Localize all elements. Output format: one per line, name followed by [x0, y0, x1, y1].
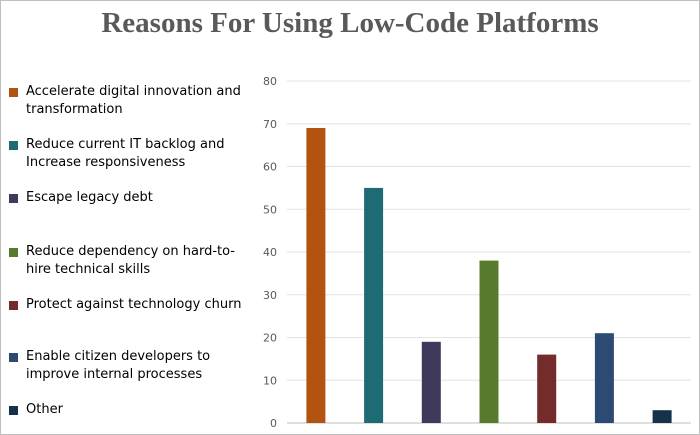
y-tick-label-70: 70: [263, 118, 277, 131]
y-tick-label-20: 20: [263, 332, 277, 345]
chart-title: Reasons For Using Low-Code Platforms: [101, 7, 599, 39]
y-tick-label-30: 30: [263, 289, 277, 302]
legend-item-technical-skills: Reduce dependency on hard-to-hire techni…: [9, 243, 254, 279]
legend-label-technology-churn: Protect against technology churn: [26, 297, 242, 312]
bar-1: [306, 128, 326, 423]
y-tick-label-0: 0: [270, 417, 277, 430]
bar-6: [594, 333, 614, 423]
legend-swatch-technical-skills: [9, 248, 18, 257]
legend-label-accelerate: Accelerate digital innovation and transf…: [26, 84, 241, 117]
legend-item-citizen-developers: Enable citizen developers to improve int…: [9, 348, 254, 384]
legend-label-other: Other: [26, 402, 63, 417]
bar-7: [652, 410, 672, 423]
y-tick-label-10: 10: [263, 374, 277, 387]
bar-2: [364, 187, 384, 423]
legend-item-other: Other: [9, 401, 254, 419]
legend-swatch-other: [9, 406, 18, 415]
legend-swatch-it-backlog: [9, 141, 18, 150]
legend-label-legacy-debt: Escape legacy debt: [26, 190, 153, 205]
y-tick-label-80: 80: [263, 75, 277, 88]
y-tick-label-60: 60: [263, 161, 277, 174]
bar-4: [479, 260, 499, 423]
legend-label-technical-skills: Reduce dependency on hard-to-hire techni…: [26, 244, 235, 277]
legend-label-it-backlog: Reduce current IT backlog and Increase r…: [26, 137, 225, 170]
legend-swatch-technology-churn: [9, 301, 18, 310]
bar-3: [421, 341, 441, 423]
bar-5: [537, 354, 557, 423]
legend-item-technology-churn: Protect against technology churn: [9, 296, 254, 314]
legend-item-it-backlog: Reduce current IT backlog and Increase r…: [9, 136, 254, 172]
y-tick-label-40: 40: [263, 246, 277, 259]
legend-item-legacy-debt: Escape legacy debt: [9, 189, 254, 207]
legend-swatch-accelerate: [9, 88, 18, 97]
y-tick-label-50: 50: [263, 203, 277, 216]
legend-item-accelerate: Accelerate digital innovation and transf…: [9, 83, 254, 119]
legend-swatch-citizen-developers: [9, 353, 18, 362]
legend-swatch-legacy-debt: [9, 194, 18, 203]
legend-label-citizen-developers: Enable citizen developers to improve int…: [26, 349, 211, 382]
